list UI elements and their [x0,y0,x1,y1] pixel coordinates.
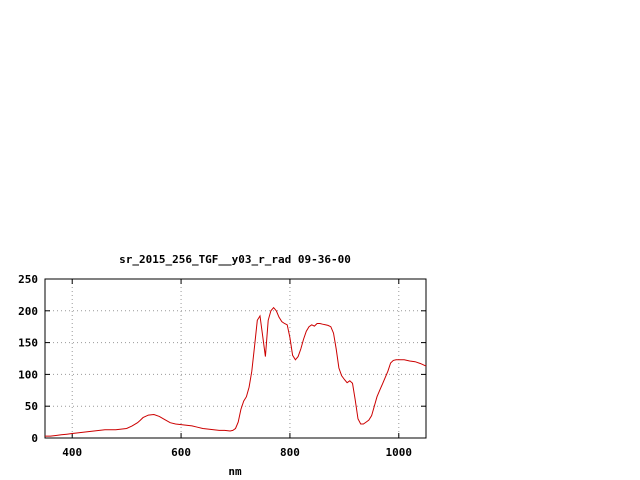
chart-title: sr_2015_256_TGF__y03_r_rad 09-36-00 [119,253,351,266]
x-tick-label: 800 [280,446,300,459]
y-tick-label: 0 [31,432,38,445]
plot-frame [44,278,427,439]
y-tick-label: 250 [18,273,38,286]
x-tick-label: 1000 [386,446,413,459]
axes: 0 50 100 150 200 250 400 600 800 1000 [18,273,426,459]
series-line [45,306,427,437]
y-tick-label: 100 [18,368,38,381]
x-axis-label: nm [228,465,242,478]
x-tick-label: 400 [62,446,82,459]
y-tick-label: 50 [25,400,38,413]
y-tick-label: 200 [18,305,38,318]
x-tick-label: 600 [171,446,191,459]
y-tick-label: 150 [18,337,38,350]
grid-lines [45,279,426,438]
